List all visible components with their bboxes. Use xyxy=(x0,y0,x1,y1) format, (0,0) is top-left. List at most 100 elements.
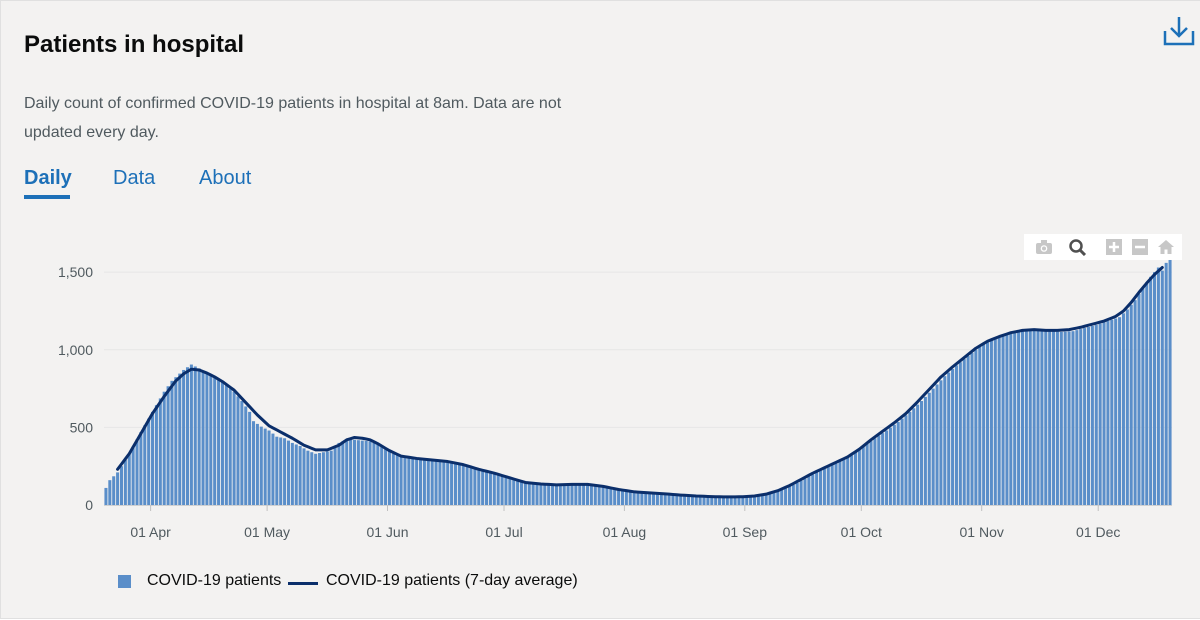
bar-daily-patients xyxy=(512,479,516,505)
bar-series-covid-patients xyxy=(104,258,1172,505)
bar-daily-patients xyxy=(900,418,904,505)
bar-daily-patients xyxy=(865,443,869,505)
bar-daily-patients xyxy=(224,385,228,505)
bar-daily-patients xyxy=(702,496,706,505)
bar-daily-patients xyxy=(772,492,776,505)
bar-daily-patients xyxy=(881,433,885,505)
bar-daily-patients xyxy=(1075,330,1079,505)
bar-daily-patients xyxy=(780,489,784,505)
bar-daily-patients xyxy=(986,342,990,505)
bar-daily-patients xyxy=(896,421,900,505)
legend-swatch-line xyxy=(288,582,318,585)
bar-daily-patients xyxy=(613,488,617,505)
bar-daily-patients xyxy=(267,430,271,505)
zoom-in-icon[interactable] xyxy=(1104,238,1124,256)
bar-daily-patients xyxy=(321,452,325,505)
bar-daily-patients xyxy=(387,451,391,505)
tab-data[interactable]: Data xyxy=(113,167,155,190)
bar-daily-patients xyxy=(1067,331,1071,505)
bar-daily-patients xyxy=(453,462,457,505)
bar-daily-patients xyxy=(248,411,252,505)
bar-daily-patients xyxy=(1055,331,1059,505)
download-icon[interactable] xyxy=(1161,13,1197,47)
bar-daily-patients xyxy=(457,463,461,505)
bar-daily-patients xyxy=(1110,319,1114,505)
bar-daily-patients xyxy=(271,433,275,505)
bar-daily-patients xyxy=(504,476,508,505)
bar-daily-patients xyxy=(539,484,543,505)
bar-daily-patients xyxy=(147,418,151,505)
zoom-icon[interactable] xyxy=(1068,238,1088,257)
bar-daily-patients xyxy=(302,448,306,505)
bar-daily-patients xyxy=(523,481,527,505)
tab-daily[interactable]: Daily xyxy=(24,167,72,199)
bar-daily-patients xyxy=(434,460,438,505)
bar-daily-patients xyxy=(582,484,586,505)
bar-daily-patients xyxy=(1149,276,1153,505)
bar-daily-patients xyxy=(601,486,605,505)
bar-daily-patients xyxy=(605,487,609,505)
bar-daily-patients xyxy=(652,493,656,505)
bar-daily-patients xyxy=(384,449,388,505)
bar-daily-patients xyxy=(694,496,698,505)
active-tab-indicator xyxy=(24,195,70,199)
card-description: Daily count of confirmed COVID-19 patien… xyxy=(24,95,562,141)
bar-daily-patients xyxy=(819,470,823,505)
bar-daily-patients xyxy=(1001,335,1005,505)
bar-daily-patients xyxy=(329,450,333,505)
bar-daily-patients xyxy=(628,491,632,505)
bar-daily-patients xyxy=(1044,330,1048,505)
bar-daily-patients xyxy=(807,476,811,505)
bar-daily-patients xyxy=(885,430,889,505)
bar-daily-patients xyxy=(943,376,947,505)
bar-daily-patients xyxy=(838,461,842,505)
bar-daily-patients xyxy=(310,452,314,505)
bar-daily-patients xyxy=(174,377,178,505)
bar-daily-patients xyxy=(399,456,403,505)
bar-daily-patients xyxy=(426,459,430,505)
home-icon[interactable] xyxy=(1156,238,1176,256)
bar-daily-patients xyxy=(1020,331,1024,505)
bar-daily-patients xyxy=(958,362,962,505)
tab-about[interactable]: About xyxy=(199,167,251,190)
bar-daily-patients xyxy=(593,484,597,505)
bar-daily-patients xyxy=(500,475,504,505)
bar-daily-patients xyxy=(372,442,376,505)
camera-icon[interactable] xyxy=(1034,238,1054,256)
bar-daily-patients xyxy=(213,377,217,505)
bar-daily-patients xyxy=(1164,262,1168,505)
bar-daily-patients xyxy=(892,424,896,505)
bar-daily-patients xyxy=(228,388,232,505)
bar-daily-patients xyxy=(1145,282,1149,505)
bar-daily-patients xyxy=(799,480,803,505)
bar-daily-patients xyxy=(597,485,601,505)
bar-daily-patients xyxy=(1028,330,1032,505)
bar-daily-patients xyxy=(1005,334,1009,505)
bar-daily-patients xyxy=(951,368,955,505)
bar-daily-patients xyxy=(558,485,562,505)
bar-daily-patients xyxy=(314,453,318,505)
tab-daily-label: Daily xyxy=(24,167,72,189)
y-tick-label: 1,500 xyxy=(58,264,93,280)
bar-daily-patients xyxy=(620,490,624,505)
bar-daily-patients xyxy=(108,480,112,505)
bar-daily-patients xyxy=(1017,331,1021,505)
bar-daily-patients xyxy=(306,450,310,505)
x-tick-label: 01 May xyxy=(244,524,290,540)
bar-daily-patients xyxy=(562,485,566,505)
bar-daily-patients xyxy=(877,435,881,505)
zoom-out-icon[interactable] xyxy=(1130,238,1150,256)
bar-daily-patients xyxy=(586,484,590,505)
bar-daily-patients xyxy=(185,367,190,505)
bar-daily-patients xyxy=(279,437,283,505)
bar-daily-patients xyxy=(935,384,939,505)
bar-daily-patients xyxy=(690,495,694,505)
bar-daily-patients xyxy=(244,406,248,505)
bar-daily-patients xyxy=(516,480,520,505)
bar-daily-patients xyxy=(205,373,209,505)
bar-daily-patients xyxy=(151,411,155,505)
x-tick-label: 01 Apr xyxy=(130,524,171,540)
bar-daily-patients xyxy=(259,426,263,505)
bar-daily-patients xyxy=(1059,331,1063,505)
x-tick-label: 01 Jul xyxy=(485,524,522,540)
